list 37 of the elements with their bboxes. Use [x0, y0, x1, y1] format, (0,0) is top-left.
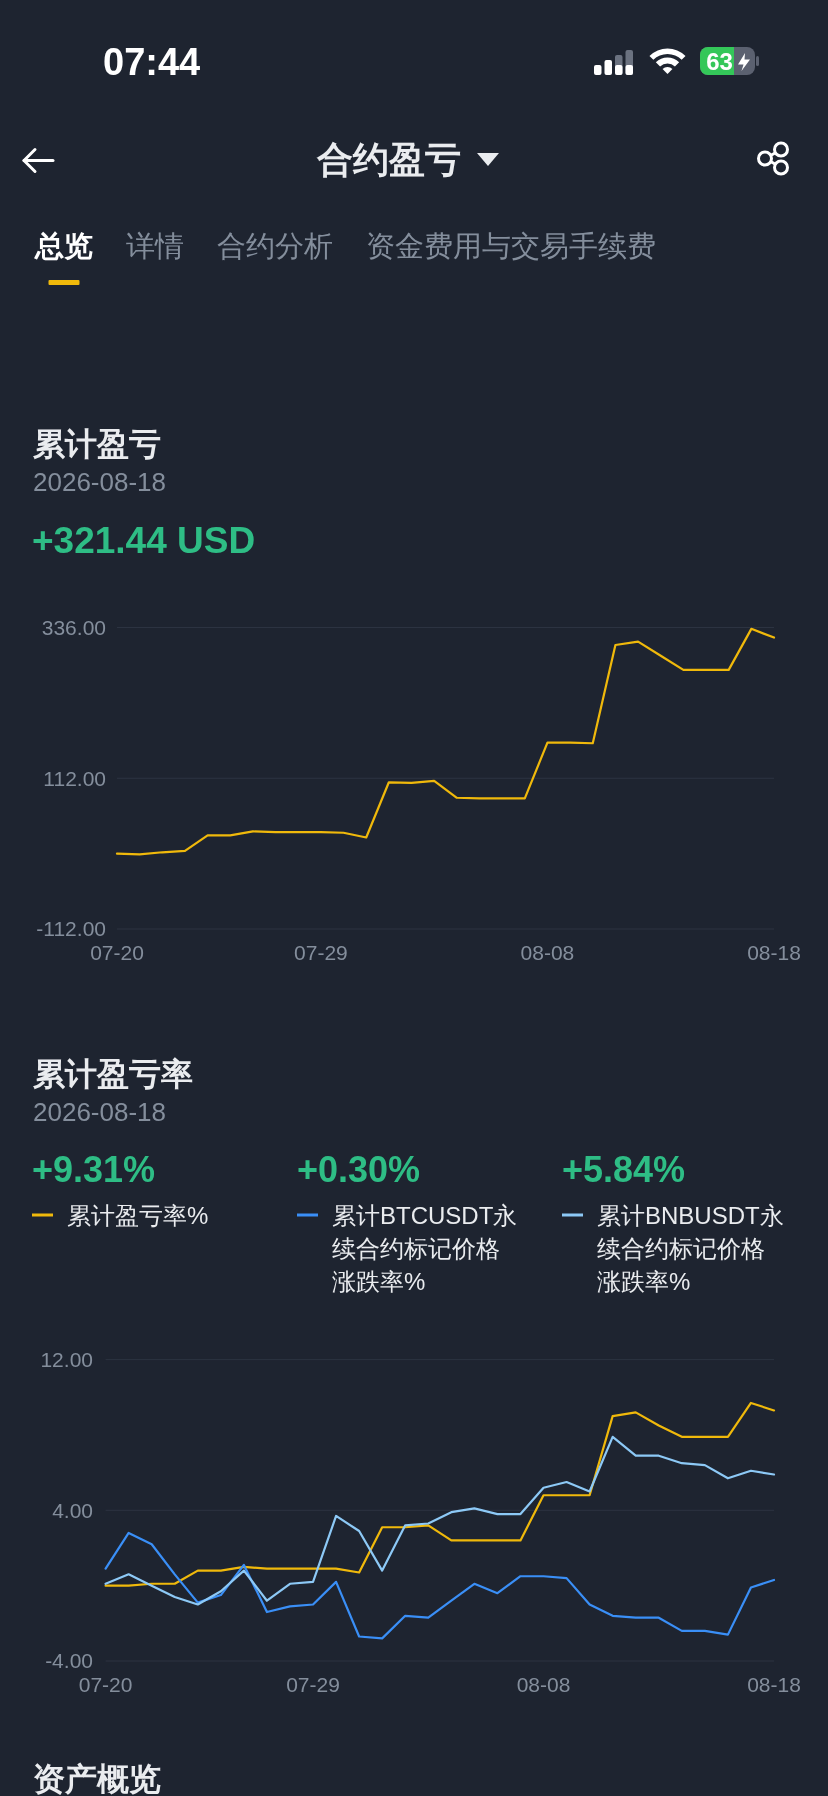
x-tick-label: 07-20 — [90, 941, 144, 964]
y-tick-label: 112.00 — [43, 766, 106, 790]
y-tick-label: 336.00 — [41, 615, 106, 639]
line-series — [104, 1531, 776, 1640]
line-series — [115, 627, 776, 856]
text: 07:44 — [103, 41, 201, 83]
y-tick-label: -4.00 — [45, 1649, 93, 1673]
chart-subtitle: 2026-08-18 — [33, 467, 166, 497]
x-tick-label: 07-20 — [78, 1673, 133, 1696]
x-tick-label: 08-18 — [747, 1673, 801, 1696]
y-tick-label: 4.00 — [52, 1498, 93, 1522]
text: 资产概览 — [33, 1761, 161, 1796]
line-series — [104, 1435, 776, 1606]
text: +9.31% — [32, 1149, 156, 1190]
text: +5.84% — [562, 1149, 686, 1190]
text: 详情 — [126, 230, 184, 262]
text: 资金费用与交易手续费 — [366, 230, 656, 262]
y-tick-label: -112.00 — [36, 917, 106, 941]
text: 63 — [706, 48, 733, 75]
y-tick-label: 12.00 — [40, 1347, 93, 1371]
chart-title: 累计盈亏率 — [33, 1056, 193, 1092]
x-tick-label: 07-29 — [286, 1673, 340, 1696]
line-series — [104, 1401, 776, 1587]
legend-label: 累计盈亏率% — [67, 1202, 209, 1229]
x-tick-label: 07-29 — [294, 941, 348, 964]
x-tick-label: 08-08 — [520, 941, 575, 964]
legend-label: 累计BTCUSDT永续合约标记价格涨跌率% — [332, 1202, 518, 1295]
chart-subtitle: 2026-08-18 — [33, 1097, 166, 1127]
text: +0.30% — [297, 1149, 421, 1190]
text: 合约盈亏 — [316, 139, 461, 180]
text: 总览 — [34, 230, 93, 262]
chart-title: 累计盈亏 — [33, 426, 161, 462]
x-tick-label: 08-08 — [516, 1673, 571, 1696]
text: +321.44 USD — [32, 520, 256, 561]
legend-label: 累计BNBUSDT永续合约标记价格涨跌率% — [597, 1202, 784, 1295]
x-tick-label: 08-18 — [747, 941, 801, 964]
text: 合约分析 — [217, 230, 333, 262]
